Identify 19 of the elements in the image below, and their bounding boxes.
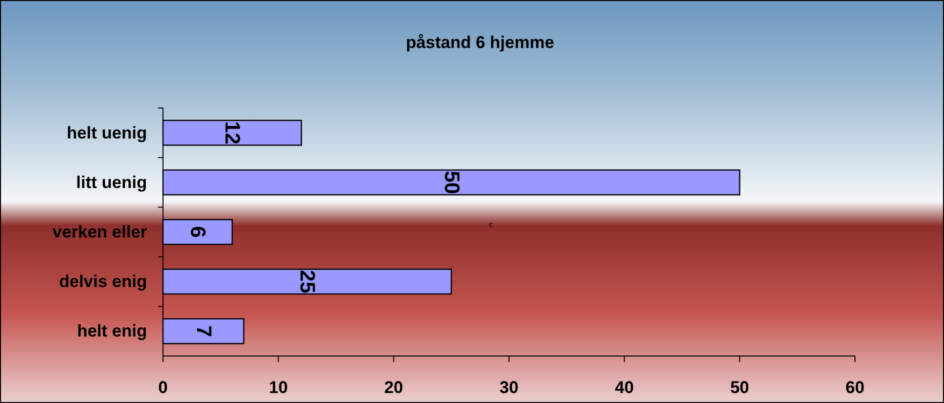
data-label: 12 (220, 121, 244, 144)
annotation: c (489, 220, 493, 229)
y-tick-label: verken eller (52, 222, 148, 242)
x-tick-label: 0 (158, 378, 168, 397)
data-label: 6 (186, 226, 210, 238)
data-label: 50 (440, 170, 463, 194)
y-tick-label: helt uenig (66, 123, 147, 142)
x-tick-label: 50 (730, 378, 750, 397)
chart-title: påstand 6 hjemme (406, 33, 554, 52)
x-tick-label: 60 (846, 378, 864, 397)
x-tick-label: 10 (268, 378, 288, 397)
y-tick-label: helt enig (77, 322, 147, 341)
x-tick-label: 40 (614, 378, 634, 397)
data-label: 25 (296, 270, 319, 294)
x-tick-label: 30 (500, 378, 518, 397)
y-tick-label: delvis enig (59, 272, 147, 292)
x-tick-label: 20 (384, 378, 404, 397)
data-label: 7 (192, 325, 215, 338)
y-tick-label: litt uenig (76, 172, 147, 192)
